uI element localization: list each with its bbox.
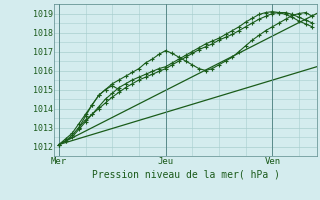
X-axis label: Pression niveau de la mer( hPa ): Pression niveau de la mer( hPa ) [92, 169, 280, 179]
